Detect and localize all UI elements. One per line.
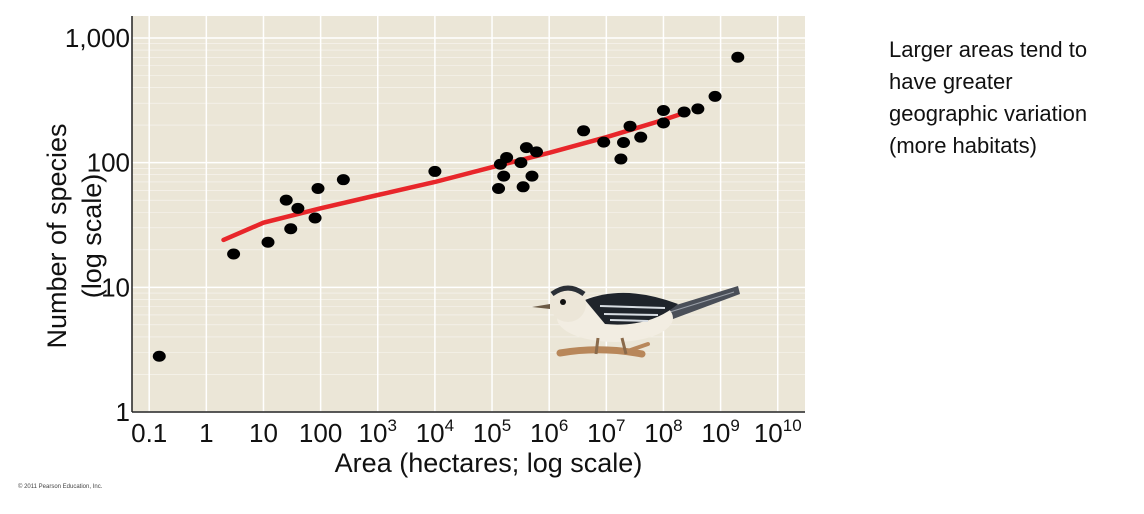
- data-point: [617, 137, 631, 149]
- data-point: [227, 248, 241, 260]
- x-axis-title: Area (hectares; log scale): [335, 448, 643, 478]
- data-point: [519, 142, 533, 154]
- figure: 0.1 1 10 100 103 104 105 106 107 108 109 1010 1 10 10…: [18, 16, 805, 490]
- data-point: [152, 350, 166, 362]
- x-tick-labels: 0.1 1 10 100 103 104 105 106 107 108 109 1010: [131, 416, 802, 448]
- grid: [132, 16, 805, 413]
- copyright-notice: © 2011 Pearson Education, Inc.: [18, 484, 103, 490]
- y-axis-title: Number of species: [42, 123, 72, 348]
- data-point: [677, 106, 691, 118]
- data-point: [500, 151, 514, 163]
- y-tick-label: 100: [87, 148, 130, 178]
- data-point: [336, 174, 350, 186]
- data-point: [514, 157, 528, 169]
- data-point: [691, 103, 705, 115]
- data-point: [656, 104, 670, 116]
- data-point: [731, 51, 745, 63]
- data-point: [291, 202, 305, 214]
- y-tick-labels: 1 10 100 1,000: [65, 23, 130, 427]
- data-point: [284, 223, 298, 235]
- species-area-chart: 0.1 1 10 100 103 104 105 106 107 108 109 1010 11010…: [42, 16, 805, 478]
- data-point: [530, 146, 544, 158]
- x-tick-label: 105: [473, 416, 511, 448]
- data-point: [279, 194, 293, 206]
- caption-text: Larger areas tend to have greater geogra…: [889, 37, 1088, 158]
- data-point: [708, 90, 722, 102]
- data-point: [497, 170, 511, 182]
- data-point: [428, 165, 442, 177]
- axes: [131, 16, 805, 413]
- x-tick-label: 1: [199, 418, 213, 448]
- x-tick-label: 106: [530, 416, 568, 448]
- plot-background: [132, 16, 805, 412]
- x-tick-label: 1010: [754, 416, 802, 448]
- data-point: [634, 131, 648, 143]
- x-tick-label: 107: [587, 416, 625, 448]
- data-point: [623, 120, 637, 132]
- y-tick-label: 1,000: [65, 23, 130, 53]
- data-point: [516, 181, 530, 193]
- x-tick-label: 10: [249, 418, 278, 448]
- x-tick-label: 109: [701, 416, 739, 448]
- x-tick-label: 103: [359, 416, 397, 448]
- data-point: [525, 170, 539, 182]
- data-point: [577, 125, 591, 137]
- x-tick-label: 108: [644, 416, 682, 448]
- data-point: [492, 183, 506, 195]
- data-point: [614, 153, 628, 165]
- data-points: [152, 51, 745, 362]
- x-tick-label: 100: [299, 418, 342, 448]
- data-point: [261, 236, 275, 248]
- x-tick-label: 0.1: [131, 418, 167, 448]
- data-point: [656, 117, 670, 129]
- data-point: [308, 212, 322, 224]
- x-tick-label: 104: [416, 416, 454, 448]
- y-tick-label: 1: [116, 397, 130, 427]
- data-point: [311, 183, 325, 195]
- y-axis-title-subtitle: (log scale): [77, 174, 107, 299]
- data-point: [597, 136, 611, 148]
- y-tick-label: 10: [101, 272, 130, 302]
- bird-illustration: [532, 285, 740, 358]
